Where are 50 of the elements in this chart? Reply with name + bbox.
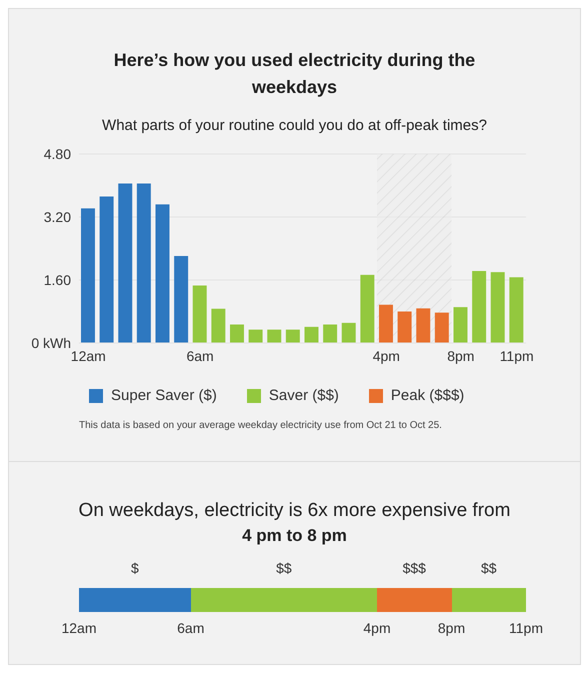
bar bbox=[434, 312, 449, 343]
bar bbox=[304, 326, 318, 343]
text: 12am bbox=[61, 620, 97, 636]
text: 11pm bbox=[509, 620, 543, 636]
x-tick-label: 4pm bbox=[372, 348, 400, 364]
bar bbox=[81, 208, 95, 343]
bar bbox=[509, 277, 524, 343]
bar bbox=[360, 274, 374, 343]
bar bbox=[490, 272, 505, 343]
bar bbox=[230, 324, 244, 343]
bar bbox=[192, 286, 207, 343]
y-tick-label: 0 kWh bbox=[31, 335, 71, 351]
text: This data is based on your average weekday electricity use from Oct 21 to Oct 25. bbox=[78, 420, 443, 431]
text: 8pm bbox=[438, 620, 466, 636]
text: $ bbox=[130, 560, 139, 576]
bar bbox=[267, 330, 282, 343]
y-tick-label: 4.80 bbox=[44, 146, 72, 162]
bar bbox=[416, 308, 430, 343]
bar bbox=[211, 308, 226, 343]
x-tick-label: 11pm bbox=[500, 348, 534, 364]
legend-label: Saver ($$) bbox=[268, 387, 339, 404]
bar bbox=[136, 184, 151, 343]
text: 4pm bbox=[363, 620, 391, 636]
bar bbox=[156, 204, 170, 343]
text: $$ bbox=[276, 560, 292, 576]
text: On weekdays, electricity is 6x more expensive from bbox=[78, 499, 512, 523]
bar bbox=[398, 312, 412, 343]
bar bbox=[118, 184, 132, 343]
bar bbox=[472, 270, 486, 343]
y-tick-label: 1.60 bbox=[44, 272, 72, 288]
chart-subtitle: What parts of your routine could you do at off-peak times? bbox=[101, 117, 488, 134]
bar bbox=[323, 324, 338, 343]
x-tick-label: 8pm bbox=[447, 348, 474, 364]
chart-title: Here’s how you used electricity during the weekdays bbox=[112, 49, 476, 99]
bar bbox=[286, 330, 300, 343]
text: 4 pm to 8 pm bbox=[241, 525, 348, 547]
text: 6am bbox=[177, 620, 204, 636]
bar bbox=[174, 256, 188, 343]
bar bbox=[454, 307, 468, 343]
bar bbox=[100, 196, 114, 343]
bar bbox=[248, 330, 263, 343]
x-tick-label: 12am bbox=[70, 348, 106, 364]
text: $$$ bbox=[402, 560, 426, 576]
y-tick-label: 3.20 bbox=[44, 209, 72, 225]
x-tick-label: 6am bbox=[186, 348, 214, 364]
bar bbox=[379, 304, 393, 343]
text: $$ bbox=[480, 560, 497, 576]
bar bbox=[342, 322, 356, 343]
legend-label: Peak ($$$) bbox=[390, 387, 464, 404]
legend-label: Super Saver ($) bbox=[110, 387, 217, 404]
